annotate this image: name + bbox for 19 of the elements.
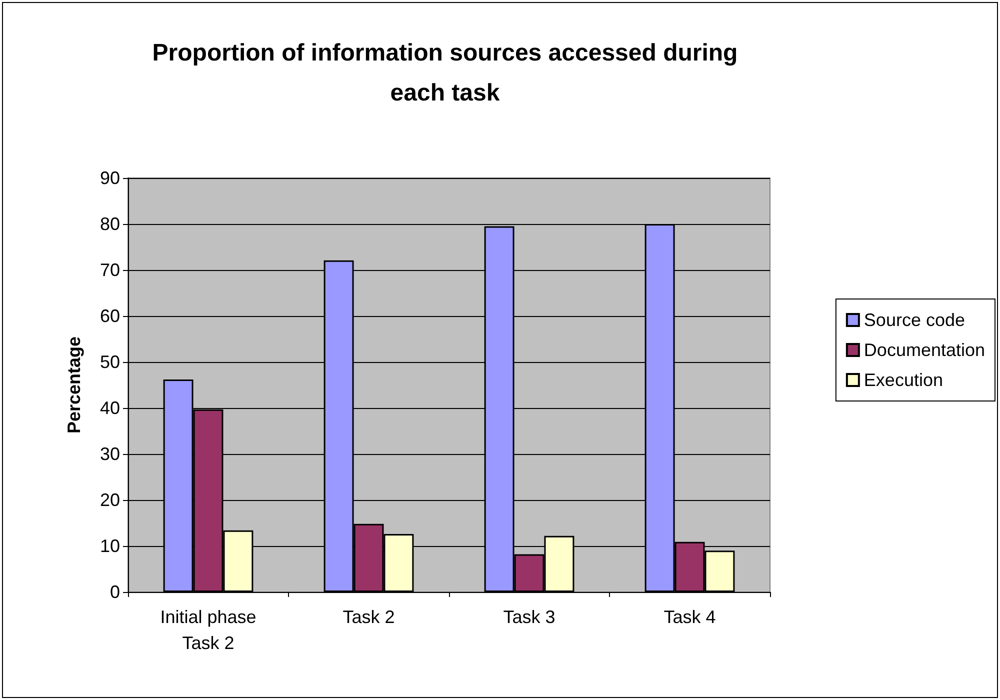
- y-axis-title: Percentage: [64, 336, 84, 434]
- chart-title: Proportion of information sources accessed during each task: [152, 40, 738, 106]
- x-tick-label: Task 2: [342, 607, 395, 627]
- y-tick-label: 80: [100, 214, 120, 234]
- y-tick-label: 40: [100, 398, 120, 418]
- y-tick-label: 70: [100, 260, 120, 280]
- x-tick-label: Initial phase Task 2: [160, 607, 256, 653]
- y-tick-label: 0: [110, 582, 120, 602]
- legend-label: Source code: [864, 310, 966, 330]
- y-tick-label: 50: [100, 352, 120, 372]
- y-tick-label: 30: [100, 444, 120, 464]
- legend-label: Documentation: [864, 340, 986, 360]
- y-tick-label: 60: [100, 306, 120, 326]
- y-tick-label: 90: [100, 168, 120, 188]
- x-tick-label: Task 4: [664, 607, 716, 627]
- y-tick-label: 10: [100, 536, 120, 556]
- y-tick-label: 20: [100, 490, 120, 510]
- legend-label: Execution: [864, 370, 943, 390]
- x-tick-label: Task 3: [503, 607, 556, 627]
